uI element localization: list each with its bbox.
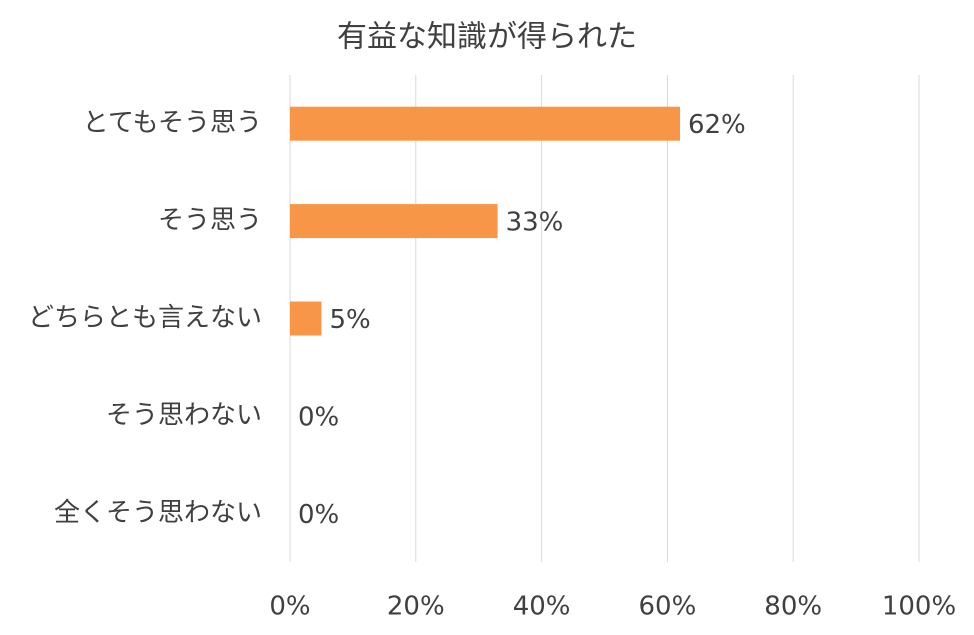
bar: [290, 204, 498, 239]
chart-title: 有益な知識が得られた: [337, 20, 637, 55]
data-label: 62%: [688, 110, 746, 140]
y-tick-label: どちらとも言えない: [28, 303, 262, 333]
x-tick-label: 100%: [882, 592, 956, 622]
x-tick-label: 60%: [639, 592, 697, 622]
y-tick-label: そう思う: [158, 206, 262, 236]
data-label: 0%: [298, 500, 339, 530]
x-tick-label: 40%: [513, 592, 571, 622]
y-tick-label: 全くそう思わない: [54, 498, 262, 528]
data-label: 0%: [298, 402, 339, 432]
y-tick-label: そう思わない: [106, 400, 262, 430]
data-label: 33%: [506, 208, 564, 238]
x-tick-label: 20%: [387, 592, 445, 622]
x-tick-label: 80%: [764, 592, 822, 622]
y-tick-label: とてもそう思う: [83, 108, 262, 138]
data-label: 5%: [329, 305, 370, 335]
bar: [290, 301, 322, 336]
x-tick-label: 0%: [269, 592, 310, 622]
bar: [290, 106, 680, 141]
